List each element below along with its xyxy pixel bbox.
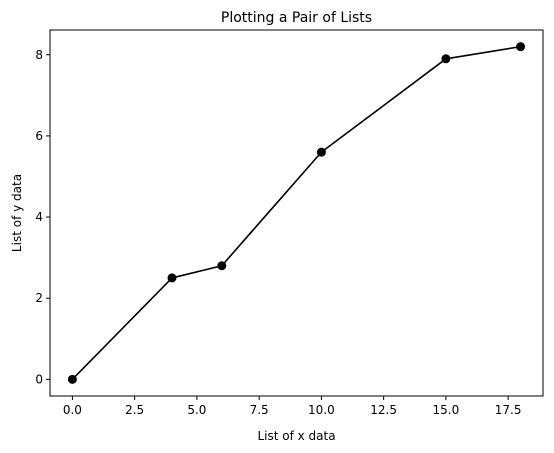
plot-area bbox=[49, 29, 544, 397]
y-tick-label: 4 bbox=[35, 210, 43, 224]
y-axis-label: List of y data bbox=[10, 174, 24, 252]
x-tick-label: 2.5 bbox=[125, 403, 144, 417]
x-axis-ticks: 0.0 2.5 5.0 7.5 10.0 12.5 15.0 17.5 bbox=[63, 396, 522, 417]
y-axis-ticks: 0 2 4 6 8 bbox=[35, 48, 50, 386]
series-layer bbox=[67, 42, 526, 384]
data-point-marker bbox=[441, 54, 451, 64]
x-axis-label: List of x data bbox=[257, 429, 335, 443]
chart-title: Plotting a Pair of Lists bbox=[221, 10, 372, 26]
y-tick-label: 2 bbox=[35, 291, 43, 305]
y-tick-label: 0 bbox=[35, 372, 43, 386]
data-point-marker bbox=[217, 261, 227, 271]
data-point-marker bbox=[67, 374, 77, 384]
x-tick-label: 10.0 bbox=[308, 403, 335, 417]
x-tick-label: 5.0 bbox=[187, 403, 206, 417]
data-point-marker bbox=[167, 273, 177, 283]
series-line bbox=[71, 45, 521, 380]
data-point-marker bbox=[316, 147, 326, 157]
x-tick-label: 12.5 bbox=[370, 403, 397, 417]
axes-frame bbox=[49, 29, 544, 397]
x-tick-label: 15.0 bbox=[433, 403, 460, 417]
y-tick-label: 8 bbox=[35, 48, 43, 62]
data-point-marker bbox=[516, 42, 526, 52]
y-tick-label: 6 bbox=[35, 129, 43, 143]
x-tick-label: 17.5 bbox=[495, 403, 522, 417]
x-tick-label: 7.5 bbox=[250, 403, 269, 417]
x-tick-label: 0.0 bbox=[63, 403, 82, 417]
